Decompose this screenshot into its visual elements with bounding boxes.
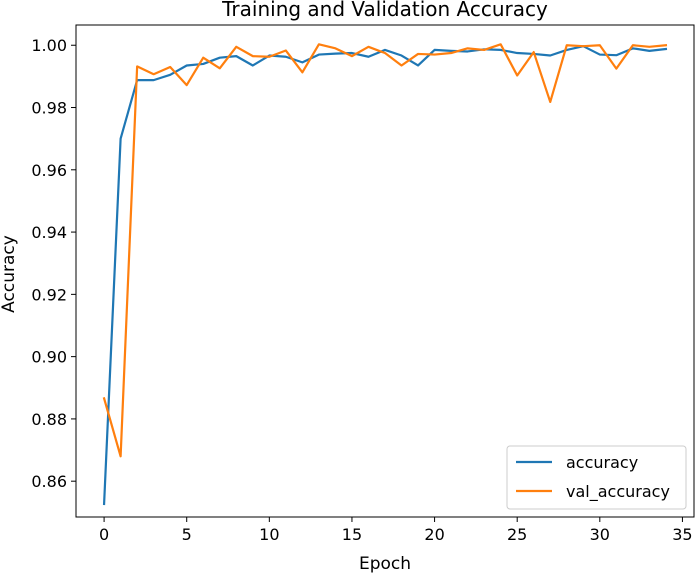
- legend: accuracy val_accuracy: [506, 445, 687, 510]
- y-tick-label: 0.96: [31, 161, 67, 180]
- y-tick-label: 0.90: [31, 348, 67, 367]
- axes-frame: [75, 24, 695, 518]
- legend-label-accuracy: accuracy: [566, 453, 638, 472]
- y-tick-label: 0.92: [31, 285, 67, 304]
- y-tick-label: 0.86: [31, 472, 67, 491]
- y-tick-label: 1.00: [31, 36, 67, 55]
- x-tick-label: 20: [424, 525, 444, 544]
- x-tick-label: 10: [259, 525, 279, 544]
- x-tick-label: 30: [590, 525, 610, 544]
- x-tick-label: 25: [507, 525, 527, 544]
- y-tick-label: 0.94: [31, 223, 67, 242]
- y-tick-label: 0.88: [31, 410, 67, 429]
- x-tick-label: 0: [99, 525, 109, 544]
- x-axis-label: Epoch: [359, 554, 411, 574]
- series-line-accuracy: [102, 45, 668, 506]
- y-axis-label: Accuracy: [0, 235, 19, 313]
- x-tick-label: 15: [342, 525, 362, 544]
- y-tick-label: 0.98: [31, 99, 67, 118]
- x-tick-label: 5: [182, 525, 192, 544]
- x-tick-label: 35: [672, 525, 692, 544]
- chart-title: Training and Validation Accuracy: [221, 0, 548, 21]
- plot-area: 0 5 10 15 20 25 30 35 0.86 0.88 0.90 0.92 0.94 0.96 0.…: [31, 24, 695, 544]
- legend-label-val-accuracy: val_accuracy: [566, 482, 670, 502]
- series-line-val-accuracy: [102, 43, 668, 458]
